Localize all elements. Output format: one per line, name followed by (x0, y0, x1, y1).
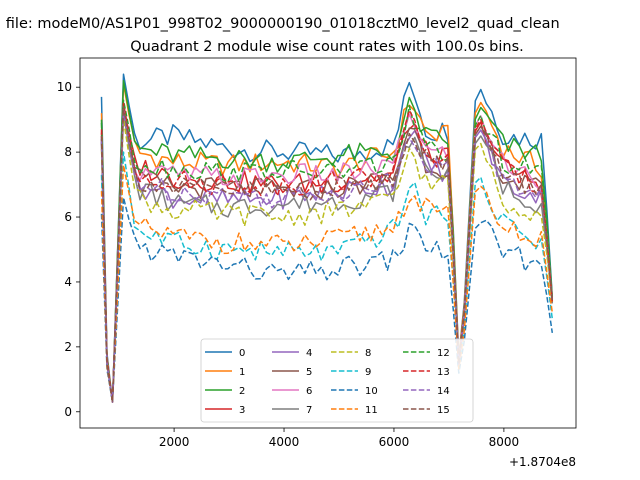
series-line-13 (100, 102, 554, 403)
legend-label: 9 (365, 367, 371, 378)
legend-label: 0 (239, 348, 245, 359)
y-axis: 0 2 4 6 8 10 (57, 80, 80, 419)
legend-label: 6 (306, 386, 312, 397)
legend-label: 7 (306, 405, 312, 416)
y-tick-label: 0 (64, 405, 72, 419)
legend-label: 11 (365, 405, 378, 416)
chart-suptitle: n file: modeM0/AS1P01_998T02_9000000190_… (0, 16, 560, 32)
y-tick-label: 8 (64, 145, 72, 159)
series-line-2 (100, 79, 554, 403)
series-line-12 (100, 99, 554, 403)
x-tick-label: 6000 (379, 435, 410, 449)
legend-label: 12 (437, 348, 450, 359)
legend-label: 4 (306, 348, 312, 359)
x-tick-label: 4000 (269, 435, 300, 449)
x-tick-label: 8000 (489, 435, 520, 449)
series-line-11 (100, 164, 554, 403)
y-tick-label: 4 (64, 275, 72, 289)
series-line-0 (100, 73, 554, 403)
series-line-15 (100, 105, 554, 403)
y-tick-label: 10 (57, 80, 72, 94)
legend-label: 1 (239, 367, 245, 378)
legend-box (200, 338, 474, 423)
legend-label: 10 (365, 386, 378, 397)
series-line-10 (100, 196, 554, 403)
legend-label: 8 (365, 348, 371, 359)
legend-label: 2 (239, 386, 245, 397)
series-line-14 (100, 109, 554, 403)
y-tick-label: 2 (64, 340, 72, 354)
legend-label: 3 (239, 405, 245, 416)
y-tick-label: 6 (64, 210, 72, 224)
x-offset-label: +1.8704e8 (509, 455, 576, 469)
x-axis: 2000 4000 6000 8000 (159, 428, 519, 449)
plot-frame (79, 57, 577, 429)
legend-label: 15 (437, 405, 450, 416)
legend-label: 5 (306, 367, 312, 378)
series-layer (100, 73, 554, 403)
x-tick-label: 2000 (159, 435, 190, 449)
legend-label: 14 (437, 386, 450, 397)
series-line-9 (100, 151, 554, 403)
legend-label: 13 (437, 367, 450, 378)
series-line-3 (100, 105, 554, 403)
chart-title: Quadrant 2 module wise count rates with … (130, 39, 524, 55)
